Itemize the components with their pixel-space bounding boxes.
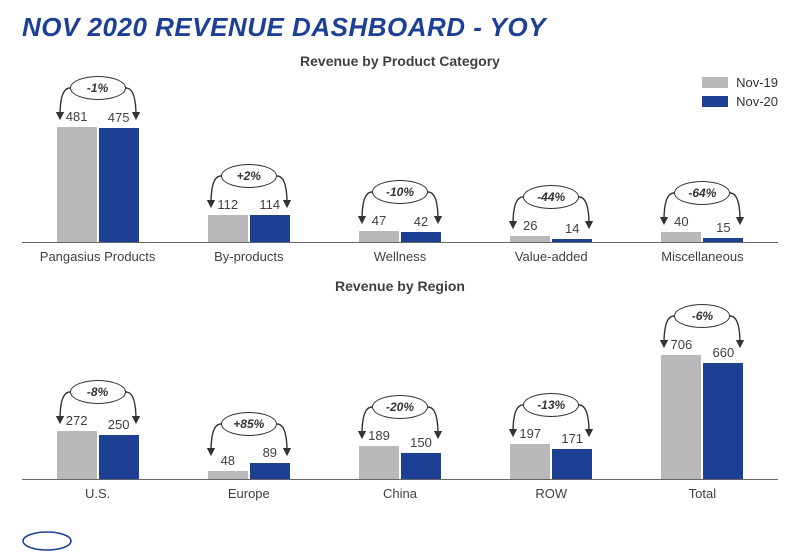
change-callout: +85% [203,412,295,448]
category-label: U.S. [22,486,173,501]
bar-curr: 660 [703,363,743,479]
bar-prev: 706 [661,355,701,479]
bar-pair: 4742 [359,231,441,242]
bar-pair: 706660 [661,355,743,479]
bar-curr: 15 [703,238,743,242]
change-value: -1% [70,76,126,100]
bar-value-curr: 114 [250,197,290,212]
region-chart: 272250-8%4889+85%189150-20%197171-13%706… [22,298,778,480]
change-value: -6% [674,304,730,328]
category-group: 2614-44% [476,73,627,242]
bar-prev: 112 [208,215,248,242]
change-callout: -13% [505,393,597,429]
bar-value-prev: 706 [661,337,701,352]
bar-value-curr: 475 [99,110,139,125]
category-label: Total [627,486,778,501]
product-axis-labels: Pangasius ProductsBy-productsWellnessVal… [22,249,778,264]
change-value: -20% [372,395,428,419]
bar-prev: 197 [510,444,550,479]
product-chart-title: Revenue by Product Category [22,53,778,69]
bar-curr: 171 [552,449,592,479]
bar-value-curr: 42 [401,214,441,229]
bar-curr: 475 [99,128,139,242]
bar-prev: 481 [57,127,97,242]
bar-value-curr: 171 [552,431,592,446]
footer-logo-icon [22,521,82,551]
bar-value-prev: 40 [661,214,701,229]
category-group: 4742 -10% [324,73,475,242]
change-value: -8% [70,380,126,404]
bar-value-prev: 272 [57,413,97,428]
page-title: NOV 2020 REVENUE DASHBOARD - YOY [22,12,778,43]
bar-pair: 112114 [208,215,290,242]
bar-value-curr: 89 [250,445,290,460]
bar-value-prev: 112 [208,197,248,212]
bar-curr: 150 [401,453,441,479]
category-group: 481475 -1% [22,73,173,242]
product-chart: Nov-19 Nov-20 481475-1%112114+2%4742-10%… [22,73,778,243]
category-group: 197171 -13% [476,298,627,479]
category-label: Miscellaneous [627,249,778,264]
bar-prev: 40 [661,232,701,242]
change-callout: -20% [354,395,446,431]
category-label: ROW [476,486,627,501]
bar-value-curr: 15 [703,220,743,235]
category-label: Europe [173,486,324,501]
category-group: 189150 -20% [324,298,475,479]
bar-curr: 89 [250,463,290,479]
category-label: Pangasius Products [22,249,173,264]
change-callout: -8% [52,380,144,416]
bar-value-prev: 189 [359,428,399,443]
bar-prev: 272 [57,431,97,479]
bar-value-prev: 47 [359,213,399,228]
category-group: 112114 +2% [173,73,324,242]
category-label: Wellness [324,249,475,264]
bar-pair: 4015 [661,232,743,242]
bar-pair: 189150 [359,446,441,479]
bar-prev: 47 [359,231,399,242]
bar-curr: 250 [99,435,139,479]
change-callout: -6% [656,304,748,340]
bar-value-curr: 14 [552,221,592,236]
bar-pair: 4889 [208,463,290,479]
bar-curr: 14 [552,239,592,242]
bar-pair: 481475 [57,127,139,242]
change-callout: -44% [505,185,597,221]
change-callout: -10% [354,180,446,216]
category-label: By-products [173,249,324,264]
bar-curr: 42 [401,232,441,242]
category-group: 706660 -6% [627,298,778,479]
category-group: 4889+85% [173,298,324,479]
change-value: +2% [221,164,277,188]
bar-prev: 26 [510,236,550,242]
bar-value-prev: 26 [510,218,550,233]
bar-value-curr: 250 [99,417,139,432]
bar-value-prev: 481 [57,109,97,124]
category-group: 4015-64% [627,73,778,242]
change-value: +85% [221,412,277,436]
change-callout: -1% [52,76,144,112]
bar-pair: 2614 [510,236,592,242]
bar-value-prev: 48 [208,453,248,468]
change-value: -64% [674,181,730,205]
category-label: China [324,486,475,501]
change-callout: -64% [656,181,748,217]
category-group: 272250 -8% [22,298,173,479]
bar-value-curr: 150 [401,435,441,450]
region-chart-title: Revenue by Region [22,278,778,294]
bar-prev: 48 [208,471,248,479]
change-value: -13% [523,393,579,417]
change-value: -44% [523,185,579,209]
region-axis-labels: U.S.EuropeChinaROWTotal [22,486,778,501]
category-label: Value-added [476,249,627,264]
bar-pair: 272250 [57,431,139,479]
bar-pair: 197171 [510,444,592,479]
bar-prev: 189 [359,446,399,479]
bar-curr: 114 [250,215,290,242]
change-value: -10% [372,180,428,204]
change-callout: +2% [203,164,295,200]
bar-value-prev: 197 [510,426,550,441]
bar-value-curr: 660 [703,345,743,360]
